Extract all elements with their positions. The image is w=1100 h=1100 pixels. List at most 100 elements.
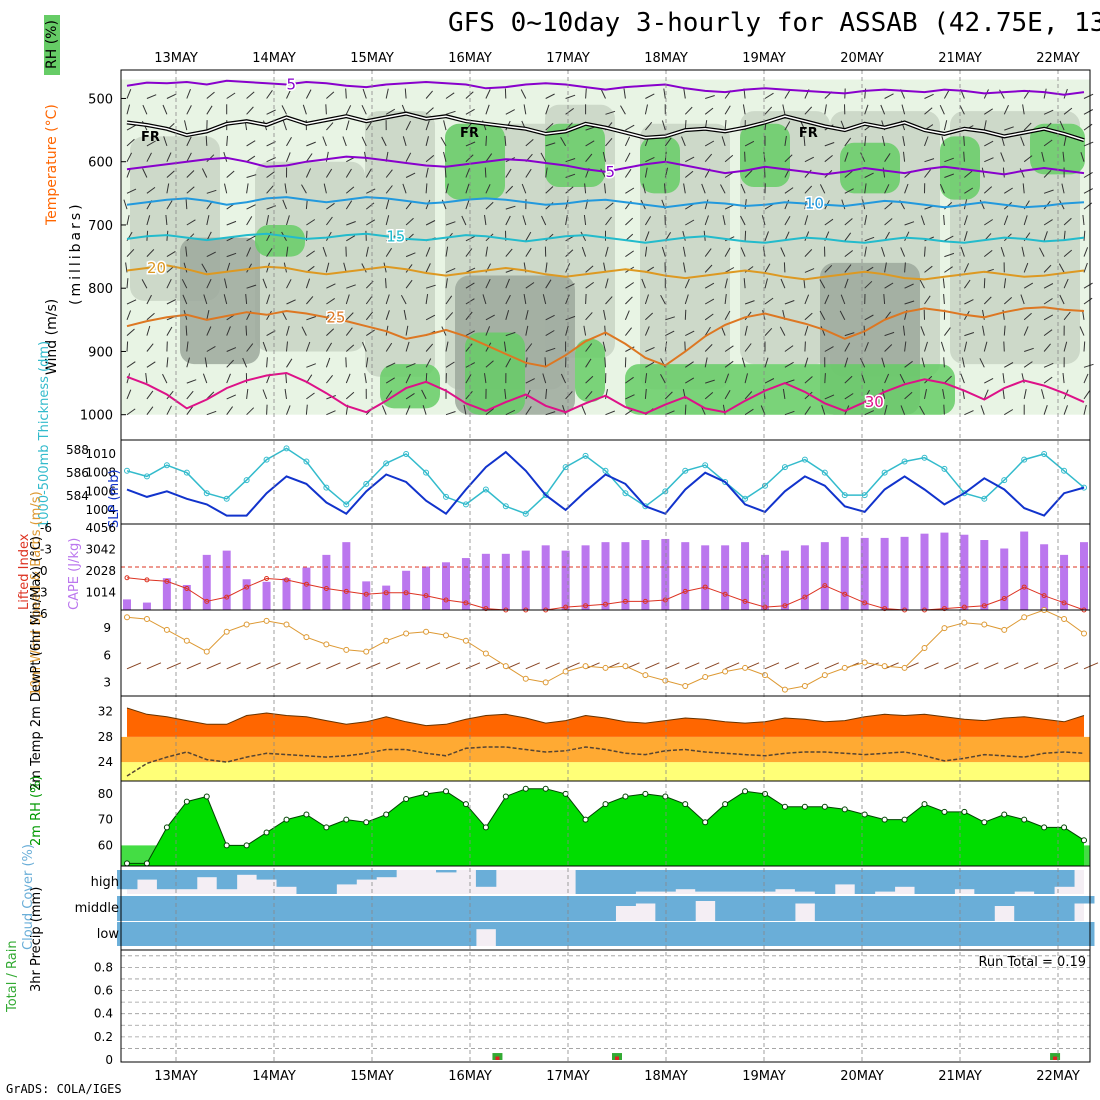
cape-bar [960, 534, 969, 610]
wind-barb [585, 390, 593, 400]
wind-barb [361, 136, 367, 147]
wind-barb [425, 120, 430, 131]
wind-barb [864, 236, 875, 242]
cloud-cell [834, 896, 856, 921]
wind-barb [246, 216, 253, 226]
wind-barb [980, 405, 985, 415]
wind-barb [202, 373, 208, 384]
wind-barb [764, 167, 766, 178]
wind-barb [186, 105, 192, 115]
wind-barb [465, 282, 475, 289]
rh-marker [423, 790, 430, 797]
wind-barb [226, 252, 237, 258]
rh-marker [183, 798, 190, 805]
wind-barb [465, 141, 476, 147]
cape-bar [222, 550, 231, 610]
wind-barb [661, 120, 666, 131]
cape-bar [601, 542, 610, 610]
cape-bar [980, 540, 989, 610]
thickness-marker [662, 488, 669, 495]
thickness-tick-label: 586 [66, 466, 89, 480]
wind-barb [505, 278, 510, 289]
wind-barb [803, 135, 806, 146]
wind-barb [226, 359, 234, 368]
wind-barb [445, 92, 455, 99]
wind-barb [844, 250, 854, 257]
wind-barb [605, 246, 609, 257]
wind-barb [1023, 262, 1029, 273]
wind-barb [201, 168, 208, 178]
lifted-index-marker [583, 603, 589, 609]
cloud-cell [1034, 896, 1055, 921]
wind-barb [285, 373, 287, 384]
lifted-index-marker [184, 586, 190, 591]
wind-barb [961, 357, 965, 368]
wind10m-marker [821, 672, 828, 679]
wind-barb [345, 120, 350, 131]
wind-barb [624, 152, 631, 162]
wind-barb [565, 325, 569, 336]
wind-barb [345, 373, 351, 384]
wind-barb [1083, 230, 1086, 241]
wind-barb [644, 388, 647, 399]
cloud-cell [755, 896, 776, 921]
lifted-index-marker [762, 604, 768, 610]
wind-barb [625, 282, 634, 289]
wind-barb [425, 167, 429, 178]
wind-barb [326, 374, 333, 384]
rh-marker [482, 824, 489, 831]
wind-barb [605, 216, 612, 226]
cloud-cell [236, 870, 258, 875]
wind-barb [963, 263, 970, 273]
wind10m-marker [203, 648, 210, 655]
wind-barb [983, 120, 987, 131]
wind-barb [146, 312, 155, 321]
wind-barb [381, 405, 387, 415]
thickness-marker [582, 452, 589, 459]
wind-barb [162, 373, 168, 384]
wind-barb [520, 89, 527, 99]
wind-barb [963, 341, 968, 352]
wind-barb [1083, 93, 1094, 99]
wind-barb [405, 252, 416, 258]
cloud-cell [555, 922, 577, 946]
rh-marker [163, 824, 170, 831]
wind-barb [585, 126, 596, 131]
cloud-cell [176, 870, 198, 890]
wind-barb [266, 404, 268, 415]
wind-barb [904, 283, 914, 289]
wind10m-marker [901, 664, 908, 671]
wind-barb [246, 174, 257, 178]
cloud-cell [794, 922, 816, 946]
thickness-marker [861, 492, 868, 499]
thickness-marker [343, 501, 350, 508]
wind-barb [403, 309, 407, 320]
wind-barb [461, 215, 467, 226]
wind-barb [465, 374, 472, 384]
wind-barb [605, 110, 616, 115]
wind-barb [525, 139, 534, 147]
wind-barb [943, 404, 945, 415]
cloud-cell [475, 870, 497, 887]
wind10m-tick-label: 3 [103, 675, 111, 689]
cloud-cell [994, 922, 1015, 946]
wind-barb [226, 170, 235, 178]
wind-barb [126, 89, 132, 99]
wind-barb [804, 185, 813, 194]
rh-marker [702, 819, 709, 826]
wind-barb [824, 142, 835, 147]
rh-marker [522, 785, 529, 792]
wind-barb [664, 183, 666, 194]
wind10m-marker [163, 626, 170, 633]
wind-barb [505, 215, 511, 226]
axis-title-rh: RH (%) [44, 20, 60, 69]
wind-barb [1039, 247, 1045, 257]
cloud-cell [1074, 896, 1095, 904]
slp-axis-title-text: SLP (mb) [107, 469, 122, 528]
isotherm-label: 10 [805, 194, 824, 212]
wind-barb [724, 204, 735, 210]
wind-barb [1023, 326, 1029, 336]
wind-barb [545, 388, 548, 399]
